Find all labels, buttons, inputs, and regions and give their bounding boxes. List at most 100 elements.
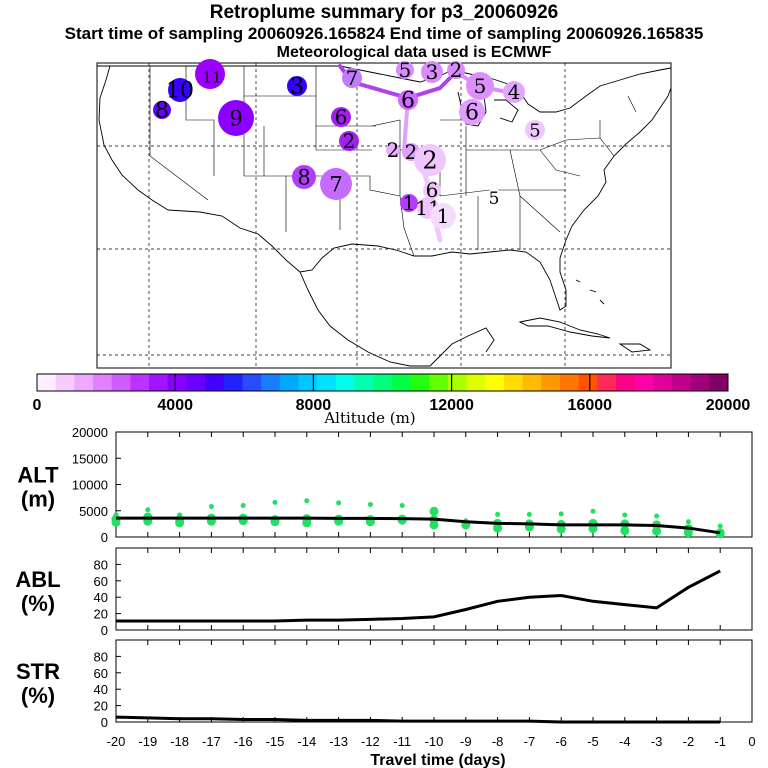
str-axis-label: STR	[16, 659, 60, 684]
alt-panel: 0 5000 10000 15000 20000 ALT(m)	[17, 425, 753, 545]
colorbar-swatch	[167, 374, 187, 391]
plume-day-label: 2	[343, 129, 356, 153]
altitude-point	[272, 499, 278, 505]
altitude-point	[429, 520, 439, 530]
y-tick-label: 0	[101, 623, 108, 638]
x-tick-label: -5	[587, 734, 599, 749]
plume-marker: 1	[430, 203, 456, 229]
plume-circle	[414, 144, 446, 176]
plume-day-label: 6	[426, 178, 439, 202]
plume-day-label: 1	[403, 191, 416, 215]
plume-day-label: 5	[399, 58, 412, 82]
altitude-point	[685, 519, 691, 525]
plume-day-label: 8	[297, 165, 310, 189]
chart-title: Retroplume summary for p3_20060926	[209, 2, 559, 23]
colorbar-swatch	[503, 374, 524, 391]
plume-circle	[398, 90, 418, 110]
x-tick-label: -8	[492, 734, 504, 749]
plume-circle	[485, 189, 503, 207]
altitude-point	[429, 506, 439, 516]
colorbar-swatch	[74, 374, 94, 391]
plume-circle	[396, 61, 414, 79]
plume-day-label: 3	[426, 60, 439, 84]
y-tick-label: 60	[94, 666, 108, 681]
plume-marker: 1	[400, 191, 418, 215]
colorbar-swatch	[391, 374, 412, 391]
colorbar-swatch	[93, 374, 113, 391]
y-tick-label: 0	[101, 715, 108, 730]
map-panel: 111108937628753265465222611115	[96, 58, 672, 369]
plume-day-label: 6	[465, 101, 479, 126]
plume-day-label: 4	[508, 80, 521, 104]
str-frame	[115, 639, 753, 723]
colorbar-swatch	[690, 374, 710, 391]
plume-day-label: 10	[166, 79, 194, 104]
x-tick-label: -20	[107, 734, 126, 749]
colorbar-swatch	[317, 374, 337, 391]
str-series-line	[115, 715, 721, 724]
plume-day-label: 2	[387, 138, 400, 162]
colorbar-swatch	[653, 374, 673, 391]
plume-marker: 11	[201, 66, 223, 88]
colorbar-swatch	[261, 374, 281, 391]
str-axis-label: (%)	[21, 683, 55, 708]
colorbar-swatch	[522, 374, 542, 391]
altitude-point	[399, 503, 405, 508]
x-tick-label: 0	[748, 734, 755, 749]
y-tick-label: 15000	[72, 451, 108, 466]
plume-circle	[400, 194, 418, 212]
x-tick-label: -6	[555, 734, 567, 749]
plume-marker: 9	[218, 100, 254, 136]
abl-series-line	[116, 569, 721, 623]
altitude-point	[556, 524, 566, 534]
plume-circle	[503, 81, 525, 103]
colorbar-swatch	[279, 374, 299, 391]
map-state-borders	[149, 66, 637, 257]
plume-day-label: 1	[437, 204, 450, 228]
colorbar-swatch	[541, 374, 561, 391]
colorbar-tick-label: 4000	[157, 397, 193, 414]
plume-marker: 2	[339, 129, 359, 153]
plume-circle	[153, 101, 171, 119]
plume-day-label: 11	[202, 68, 221, 86]
plume-marker: 6	[423, 178, 441, 202]
colorbar-swatch	[578, 374, 598, 391]
alt-axis-label: ALT	[17, 463, 59, 488]
altitude-point	[145, 507, 151, 513]
plume-day-label: 6	[335, 105, 348, 129]
altitude-point	[177, 512, 183, 518]
colorbar-swatch	[205, 374, 225, 391]
colorbar-frame	[36, 373, 729, 392]
altitude-point	[620, 526, 630, 536]
x-tick-label: -14	[297, 734, 316, 749]
colorbar-swatch	[634, 374, 654, 391]
colorbar-swatch	[597, 374, 617, 391]
plume-marker: 5	[485, 189, 503, 209]
y-tick-label: 40	[94, 682, 108, 697]
colorbar-swatch	[485, 374, 505, 391]
colorbar-swatch	[671, 374, 692, 391]
y-tick-label: 10000	[72, 478, 108, 493]
abl-axis-label: ABL	[15, 567, 60, 592]
colorbar-swatch	[410, 374, 430, 391]
plume-marker: 5	[396, 58, 414, 82]
plume-circle	[168, 78, 192, 102]
altitude-point	[495, 511, 501, 517]
x-tick-label: -1	[714, 734, 726, 749]
plume-circle	[459, 99, 485, 125]
plume-circle	[339, 131, 359, 151]
x-tick-label: -2	[683, 734, 695, 749]
colorbar-swatch	[709, 374, 729, 391]
altitude-point	[113, 512, 119, 518]
x-axis-label: Travel time (days)	[370, 752, 505, 768]
altitude-point	[111, 517, 121, 527]
plume-circle	[447, 61, 465, 79]
x-tick-label: -11	[393, 734, 411, 749]
colorbar-swatch	[186, 374, 206, 391]
altitude-point	[558, 511, 564, 517]
altitude-colorbar: 0 4000 8000 12000 16000 20000 Altitude (m)	[33, 373, 750, 427]
plume-day-label: 8	[155, 99, 169, 124]
altitude-point	[622, 512, 628, 518]
